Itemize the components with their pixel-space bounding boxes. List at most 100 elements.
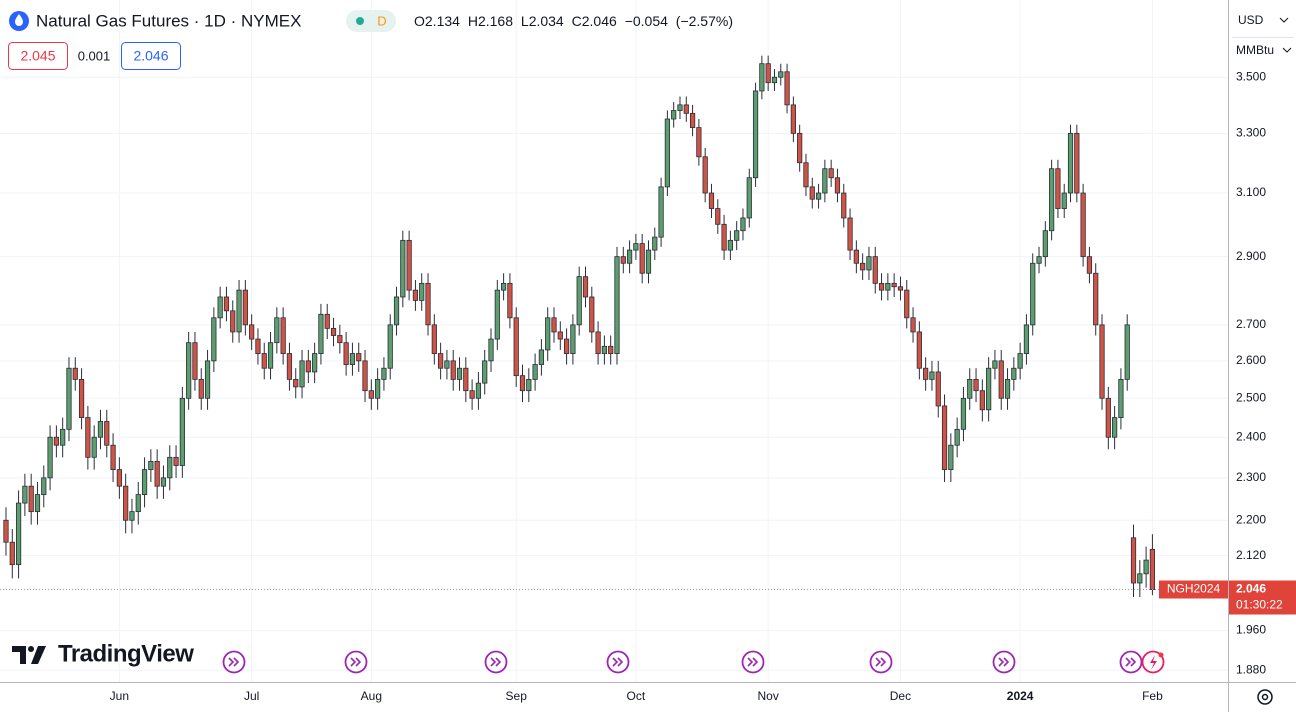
candle-body-up xyxy=(41,477,47,495)
candle-body-up xyxy=(759,63,765,92)
candle-body-up xyxy=(746,177,752,219)
candle-body-down xyxy=(715,208,721,225)
candle-body-down xyxy=(683,104,689,114)
currency[interactable]: USD xyxy=(1238,13,1264,27)
chart-title: Natural Gas Futures · 1D · NYMEX xyxy=(36,11,301,30)
candle-body-up xyxy=(299,360,305,388)
event-marker-arrow xyxy=(998,657,1010,667)
y-tick-label: 3.300 xyxy=(1236,126,1266,140)
candle-body-down xyxy=(72,367,78,380)
event-marker-arrow xyxy=(490,657,502,667)
candle-body-down xyxy=(123,485,129,521)
candle-body-down xyxy=(305,360,311,373)
candle-body-up xyxy=(375,378,381,399)
candle-body-down xyxy=(1105,397,1111,438)
candle-body-up xyxy=(217,296,223,319)
candle-body-up xyxy=(15,502,22,566)
event-marker-arrow xyxy=(350,657,362,667)
candle-body-down xyxy=(1149,548,1156,590)
candle-body-up xyxy=(645,249,652,274)
candle-body-up xyxy=(97,421,104,438)
x-tick-label: Dec xyxy=(890,689,911,703)
logo-mark xyxy=(12,646,26,664)
y-tick-label: 3.500 xyxy=(1236,69,1266,83)
candle-body-up xyxy=(740,217,746,232)
candle-body-down xyxy=(9,541,15,566)
y-tick-label: 2.500 xyxy=(1236,390,1266,404)
bid-price[interactable]: 2.045 xyxy=(20,48,55,64)
brand: TradingView xyxy=(58,640,194,667)
candle-body-down xyxy=(261,353,267,369)
candle-body-down xyxy=(803,162,809,188)
x-tick-label: Aug xyxy=(361,689,382,703)
candle-body-down xyxy=(1093,272,1099,326)
candle-body-down xyxy=(910,317,916,333)
last-price-label: 2.046 xyxy=(1236,582,1266,596)
candle-body-down xyxy=(721,223,727,251)
event-marker-arrow xyxy=(612,657,624,667)
candle-body-up xyxy=(677,104,683,111)
y-tick-label: 1.960 xyxy=(1236,623,1266,637)
candle-body-up xyxy=(664,118,670,188)
ohlc-legend: O2.134 H2.168 L2.034 C2.046 −0.054 (−2.5… xyxy=(414,13,733,29)
candle-body-up xyxy=(22,485,28,504)
change: −0.054 xyxy=(625,13,668,29)
candle-body-down xyxy=(765,63,771,84)
candle-body-down xyxy=(192,342,198,380)
y-tick-label: 1.880 xyxy=(1236,662,1266,676)
low-value: 2.034 xyxy=(529,13,564,29)
candle-body-down xyxy=(897,286,904,291)
candle-body-up xyxy=(954,428,960,446)
x-tick-label: Jul xyxy=(244,689,259,703)
candle-body-up xyxy=(34,494,41,513)
sell-button[interactable] xyxy=(8,42,68,70)
candle-body-up xyxy=(1124,324,1130,380)
candle-body-up xyxy=(267,342,274,369)
candle-body-down xyxy=(998,360,1004,399)
candle-body-down xyxy=(173,456,179,466)
x-tick-label: Nov xyxy=(757,689,778,703)
candle-body-up xyxy=(475,382,482,399)
unit[interactable]: MMBtu xyxy=(1236,43,1274,57)
symbol-icon-drop xyxy=(15,14,23,26)
logo-mark-slash xyxy=(31,646,46,664)
open-label: O xyxy=(414,13,425,29)
candle-body-up xyxy=(141,469,148,495)
candle-body-down xyxy=(557,331,563,340)
candle-body-down xyxy=(1074,132,1080,194)
candle-body-down xyxy=(230,310,236,333)
settings-icon[interactable] xyxy=(1257,689,1273,705)
countdown: 01:30:22 xyxy=(1236,598,1283,612)
candle-body-down xyxy=(343,342,349,365)
candle-body-down xyxy=(223,296,230,312)
candle-body-up xyxy=(671,110,677,120)
candle-body-down xyxy=(286,353,293,380)
candle-body-up xyxy=(1004,378,1011,399)
market-status-dot xyxy=(356,17,364,25)
candle-body-up xyxy=(948,444,954,470)
buy-button[interactable] xyxy=(121,42,181,70)
candle-body-down xyxy=(923,367,929,380)
candle-body-down xyxy=(78,378,85,418)
close-value: 2.046 xyxy=(582,13,617,29)
candle-body-down xyxy=(589,296,595,333)
candle-body-up xyxy=(570,324,576,354)
ask-price[interactable]: 2.046 xyxy=(133,48,168,64)
candle-body-up xyxy=(1061,192,1067,209)
candle-body-down xyxy=(828,168,834,179)
candle-body-up xyxy=(236,289,242,333)
candle-body-up xyxy=(992,360,998,369)
candle-body-up xyxy=(501,282,507,291)
candle-body-down xyxy=(110,444,116,470)
candle-body-up xyxy=(381,367,387,380)
candle-body-down xyxy=(337,335,343,344)
candle-body-down xyxy=(941,405,948,470)
candle-body-up xyxy=(135,494,141,513)
candle-body-up xyxy=(274,317,280,344)
candle-body-down xyxy=(1130,537,1137,584)
candle-body-up xyxy=(727,239,733,251)
y-tick-label: 2.120 xyxy=(1236,548,1266,562)
event-marker-arrow xyxy=(228,657,240,667)
symbol-label: NGH2024 xyxy=(1167,582,1221,596)
